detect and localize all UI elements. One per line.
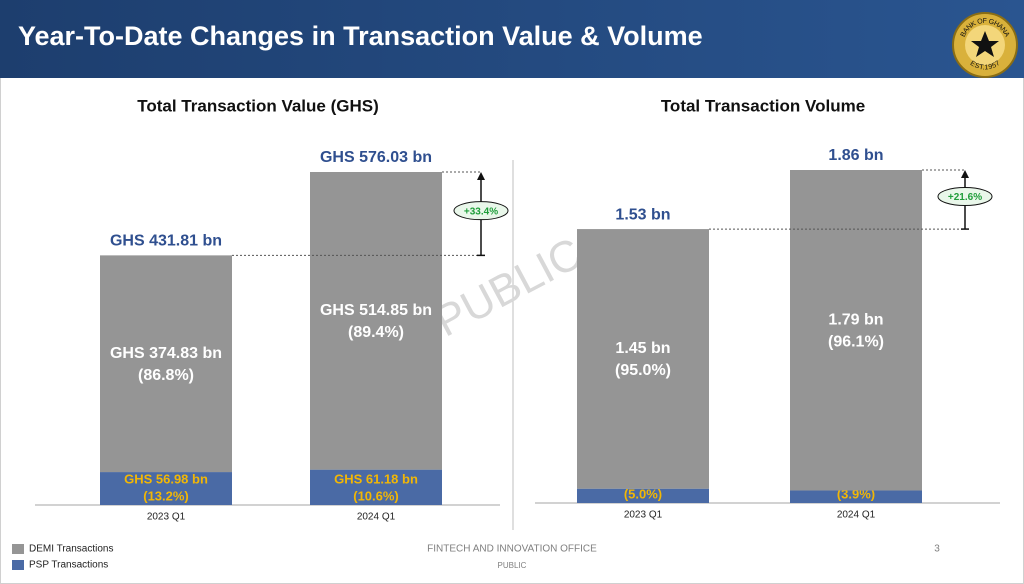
arrow-head (961, 170, 969, 178)
bar-segment (310, 172, 442, 470)
segment-share-label: (10.6%) (353, 488, 399, 503)
segment-share-label: (86.8%) (138, 367, 194, 384)
chart-title: Total Transaction Volume (661, 96, 865, 115)
x-tick-label: 2023 Q1 (147, 512, 186, 523)
legend-swatch (12, 560, 24, 570)
bar-segment (790, 490, 922, 503)
page-number: 3 (934, 544, 940, 555)
arrow-head (477, 172, 485, 180)
x-tick-label: 2023 Q1 (624, 510, 663, 521)
x-tick-label: 2024 Q1 (837, 510, 876, 521)
change-badge (453, 201, 509, 221)
x-tick-label: 2024 Q1 (357, 512, 396, 523)
legend-label: PSP Transactions (29, 560, 108, 571)
segment-share-label: (13.2%) (143, 488, 189, 503)
bar-segment (100, 472, 232, 505)
segment-share-label: (5.0%) (624, 486, 662, 501)
total-label: 1.86 bn (828, 147, 883, 164)
segment-value-label: GHS 374.83 bn (110, 345, 222, 362)
segment-value-label: 1.45 bn (615, 340, 670, 357)
total-label: GHS 431.81 bn (110, 233, 222, 250)
bar-segment (100, 255, 232, 473)
slide-title: Year-To-Date Changes in Transaction Valu… (18, 21, 703, 51)
change-label: +33.4% (464, 206, 498, 217)
bar-segment (577, 488, 709, 503)
header-band (0, 0, 1024, 78)
bar-segment (790, 170, 922, 491)
segment-value-label: GHS 514.85 bn (320, 302, 432, 319)
legend-swatch (12, 544, 24, 554)
bar-segment (310, 469, 442, 505)
segment-value-label: 1.79 bn (828, 311, 883, 328)
total-label: 1.53 bn (615, 206, 670, 223)
logo-star (971, 31, 999, 57)
segment-value-label: GHS 56.98 bn (124, 471, 208, 486)
change-label: +21.6% (948, 192, 982, 203)
segment-share-label: (96.1%) (828, 333, 884, 350)
segment-share-label: (89.4%) (348, 324, 404, 341)
legend-label: DEMI Transactions (29, 544, 113, 555)
logo-bottom-text: EST.1957 (969, 60, 1002, 72)
footer-classification: PUBLIC (498, 561, 527, 570)
segment-value-label: GHS 61.18 bn (334, 471, 418, 486)
total-label: GHS 576.03 bn (320, 149, 432, 166)
legend: DEMI Transactions PSP Transactions (12, 544, 113, 571)
change-badge (937, 187, 993, 207)
chart-title: Total Transaction Value (GHS) (137, 96, 379, 115)
segment-share-label: (95.0%) (615, 362, 671, 379)
logo: BANK OF GHANA EST.1957 (952, 12, 1018, 78)
footer-office: FINTECH AND INNOVATION OFFICE (427, 544, 597, 555)
logo-bottom-path: EST.1957 (969, 60, 1002, 72)
bar-segment (577, 229, 709, 489)
